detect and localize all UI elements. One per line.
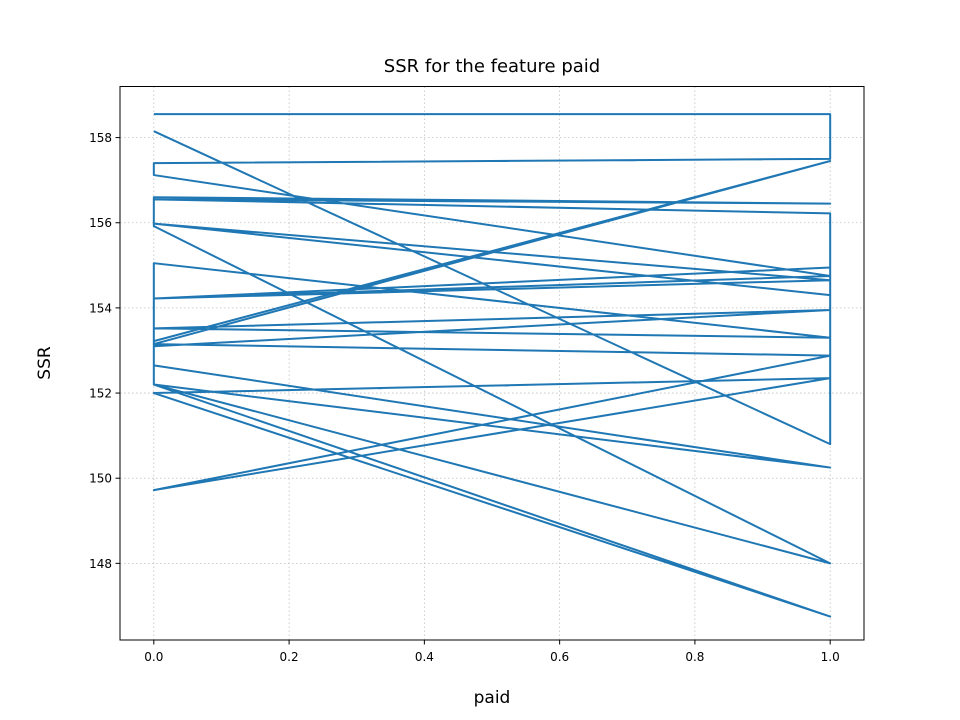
plot-area	[152, 113, 832, 618]
y-axis-label: SSR	[35, 346, 55, 380]
chart-title: SSR for the feature paid	[384, 56, 600, 77]
y-tick-label: 152	[89, 387, 112, 401]
grid	[120, 86, 864, 640]
x-tick-label: 0.2	[280, 650, 299, 664]
series-line-0	[152, 113, 832, 618]
x-tick-label: 0.4	[415, 650, 434, 664]
y-tick-label: 158	[89, 131, 112, 145]
y-tick-label: 154	[89, 301, 112, 315]
y-tick-label: 148	[89, 557, 112, 571]
x-tick-label: 0.6	[550, 650, 569, 664]
axes-frame	[119, 86, 865, 641]
y-tick-label: 156	[89, 216, 112, 230]
x-axis-label: paid	[474, 688, 511, 708]
x-tick-label: 0.8	[685, 650, 704, 664]
x-tick-label: 1.0	[821, 650, 840, 664]
x-axis: 0.0 0.2 0.4 0.6 0.8 1.0	[144, 640, 840, 664]
x-tick-label: 0.0	[144, 650, 163, 664]
y-tick-label: 150	[89, 472, 112, 486]
y-axis: 148 150 152 154 156 158	[89, 131, 120, 571]
